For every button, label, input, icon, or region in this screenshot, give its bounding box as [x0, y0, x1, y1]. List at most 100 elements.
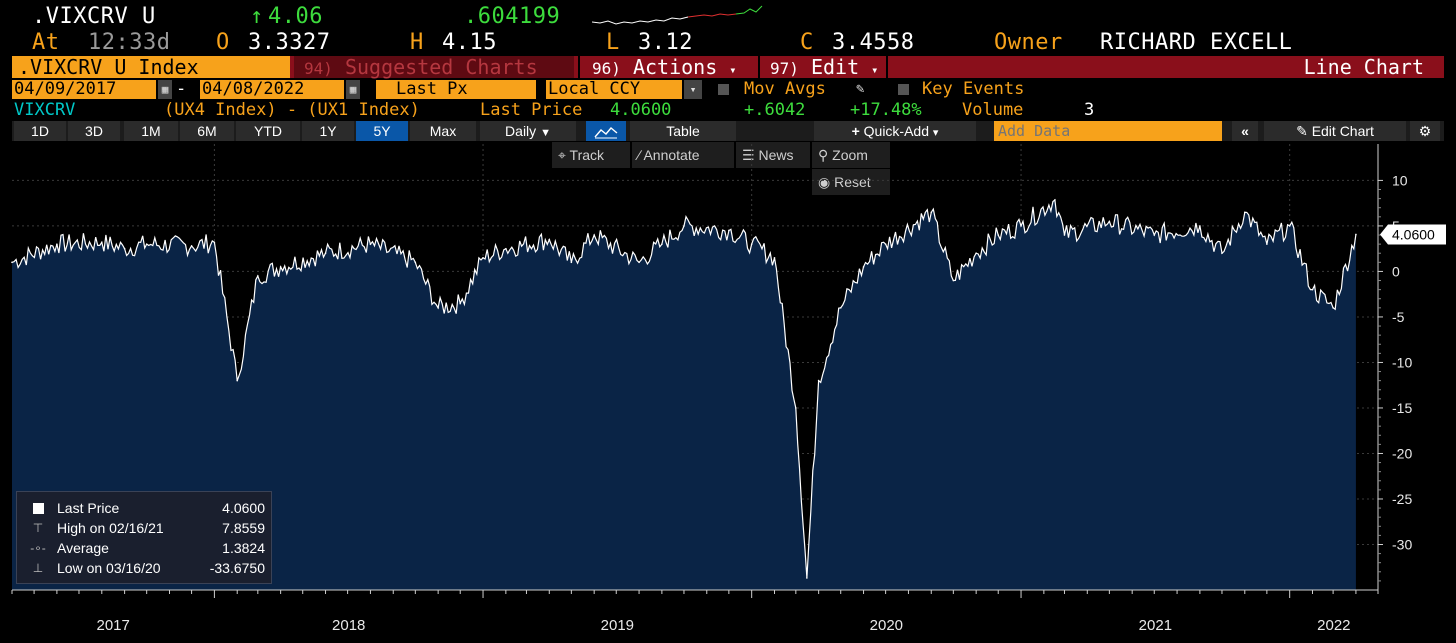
data-point [1221, 252, 1223, 255]
legend-last-price-value: 4.0600 [222, 500, 265, 516]
pencil-icon[interactable]: ✎ [856, 81, 865, 97]
data-point [683, 225, 685, 227]
annotate-button[interactable]: ∕ Annotate [632, 142, 734, 168]
open-value: 3.3327 [248, 30, 331, 55]
gear-icon[interactable]: ⚙ [1410, 121, 1440, 141]
chart-type-title: Line Chart [1303, 55, 1424, 79]
start-calendar-icon[interactable]: ▦ [158, 80, 172, 99]
series-name: VIXCRV [14, 100, 76, 120]
reset-button[interactable]: ◉ Reset [812, 169, 890, 195]
currency-select[interactable]: Local CCY [546, 80, 682, 99]
data-point [1332, 307, 1334, 309]
currency-dropdown-icon[interactable]: ▾ [684, 80, 702, 99]
period-ytd[interactable]: YTD [236, 121, 300, 141]
data-point [661, 243, 663, 245]
series-area [12, 199, 1356, 590]
edit-label: Edit [810, 55, 860, 79]
data-point [505, 247, 507, 250]
period-1m[interactable]: 1M [124, 121, 178, 141]
data-point [1153, 234, 1156, 236]
annotate-label: Annotate [643, 147, 700, 163]
data-point [257, 275, 259, 277]
end-date-field[interactable]: 04/08/2022 [200, 80, 344, 99]
security-field[interactable]: .VIXCRV U Index [12, 56, 290, 78]
data-point [728, 229, 730, 232]
x-tick-label: 2021 [1139, 617, 1172, 634]
data-point [213, 241, 216, 244]
data-point [817, 379, 820, 382]
actions-label: Actions [632, 55, 718, 79]
key-events-label: Key Events [922, 79, 1025, 99]
table-button[interactable]: Table [630, 121, 736, 141]
frequency-select[interactable]: Daily ▼ [480, 121, 576, 141]
data-point [437, 307, 439, 309]
period-max[interactable]: Max [410, 121, 476, 141]
y-tick-label: -30 [1392, 536, 1412, 552]
end-calendar-icon[interactable]: ▦ [346, 80, 360, 99]
quick-add-dropdown-icon: ▾ [932, 127, 939, 139]
edit-chart-pencil-icon: ✎ [1296, 123, 1308, 139]
x-tick-label: 2019 [601, 617, 634, 634]
period-6m[interactable]: 6M [180, 121, 234, 141]
collapse-icon[interactable]: « [1232, 121, 1258, 141]
line-chart-icon[interactable] [586, 121, 626, 141]
annotate-icon: ∕ [638, 147, 641, 163]
legend-average-value: 1.3824 [222, 540, 265, 556]
period-1y[interactable]: 1Y [302, 121, 354, 141]
x-tick-label: 2020 [870, 617, 903, 634]
zoom-button[interactable]: ⚲ Zoom [812, 142, 890, 168]
data-point [190, 245, 193, 247]
plus-icon: + [851, 123, 860, 139]
average-marker-icon: -∘- [30, 541, 46, 555]
actions-menu[interactable]: 96) Actions ▾ [578, 56, 756, 78]
close-label: C [800, 30, 814, 55]
change-arrow-icon: ↑ [250, 4, 264, 29]
reset-icon: ◉ [818, 174, 831, 190]
data-point [1266, 243, 1268, 245]
x-tick-label: 2017 [97, 617, 130, 634]
y-tick-label: -10 [1392, 354, 1412, 370]
y-tick-label: -25 [1392, 491, 1412, 507]
period-1d[interactable]: 1D [14, 121, 66, 141]
high-marker-icon: ⊤ [32, 521, 44, 535]
data-point [806, 577, 808, 579]
close-value: 3.4558 [832, 30, 915, 55]
add-data-input[interactable] [994, 121, 1222, 141]
period-5y[interactable]: 5Y [356, 121, 408, 141]
legend-low-label: Low on 03/16/20 [57, 560, 161, 576]
y-tick-label: -15 [1392, 400, 1412, 416]
edit-dropdown-icon: ▾ [871, 63, 879, 77]
field-select[interactable]: Last Px [376, 80, 536, 99]
data-point [930, 211, 933, 214]
series-last-price-label: Last Price [480, 100, 583, 120]
mov-avgs-label: Mov Avgs [744, 79, 826, 99]
data-point [369, 243, 372, 245]
edit-menu[interactable]: 97) Edit ▾ [758, 56, 888, 78]
high-label: H [410, 30, 424, 55]
data-point [593, 234, 595, 236]
suggested-charts-button[interactable]: 94) Suggested Charts [294, 56, 574, 78]
low-label: L [606, 30, 620, 55]
low-marker-icon: ⊥ [32, 561, 44, 575]
news-button[interactable]: ☰ News [736, 142, 810, 168]
quick-add-label: Quick-Add [863, 123, 929, 139]
data-point [1108, 220, 1111, 223]
track-button[interactable]: ⌖ Track [552, 142, 630, 168]
ticker-symbol: .VIXCRV U [32, 4, 156, 29]
key-events-checkbox[interactable] [898, 84, 909, 95]
series-line [11, 198, 1357, 578]
period-3d[interactable]: 3D [68, 121, 120, 141]
edit-chart-button[interactable]: ✎ Edit Chart [1264, 121, 1406, 141]
edit-number: 97) [770, 59, 799, 78]
mov-avgs-checkbox[interactable] [718, 84, 729, 95]
start-date-field[interactable]: 04/09/2017 [12, 80, 156, 99]
quick-add-button[interactable]: + Quick-Add ▾ [814, 121, 976, 141]
y-tick-label: -5 [1392, 309, 1405, 325]
x-tick-label: 2022 [1317, 617, 1350, 634]
data-point [570, 261, 573, 264]
owner-name: RICHARD EXCELL [1100, 30, 1293, 55]
track-label: Track [569, 147, 605, 163]
data-point [1288, 225, 1291, 227]
data-point [1199, 225, 1201, 227]
